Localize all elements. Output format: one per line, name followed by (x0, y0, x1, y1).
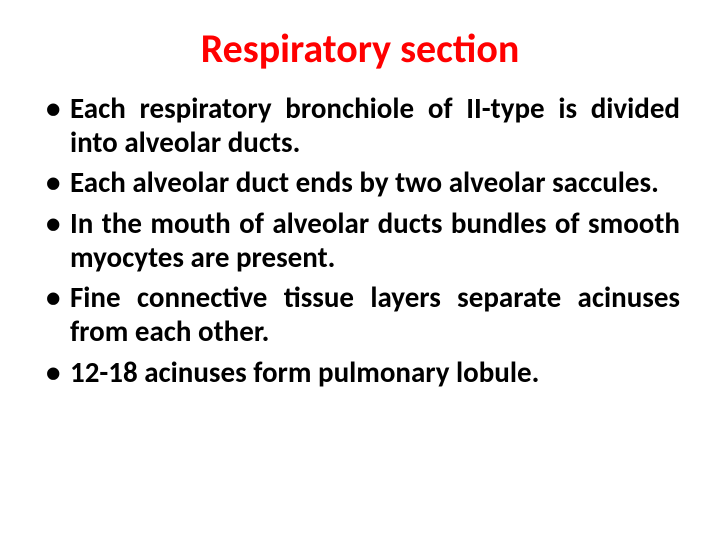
list-item: Fine connective tissue layers separate a… (40, 280, 680, 348)
list-item: 12-18 acinuses form pulmonary lobule. (40, 355, 680, 389)
slide: Respiratory section Each respiratory bro… (0, 0, 720, 540)
bullet-list: Each respiratory bronchiole of II-type i… (40, 91, 680, 389)
slide-title: Respiratory section (40, 24, 680, 73)
list-item: In the mouth of alveolar ducts bundles o… (40, 206, 680, 274)
list-item: Each respiratory bronchiole of II-type i… (40, 91, 680, 159)
list-item: Each alveolar duct ends by two alveolar … (40, 165, 680, 199)
